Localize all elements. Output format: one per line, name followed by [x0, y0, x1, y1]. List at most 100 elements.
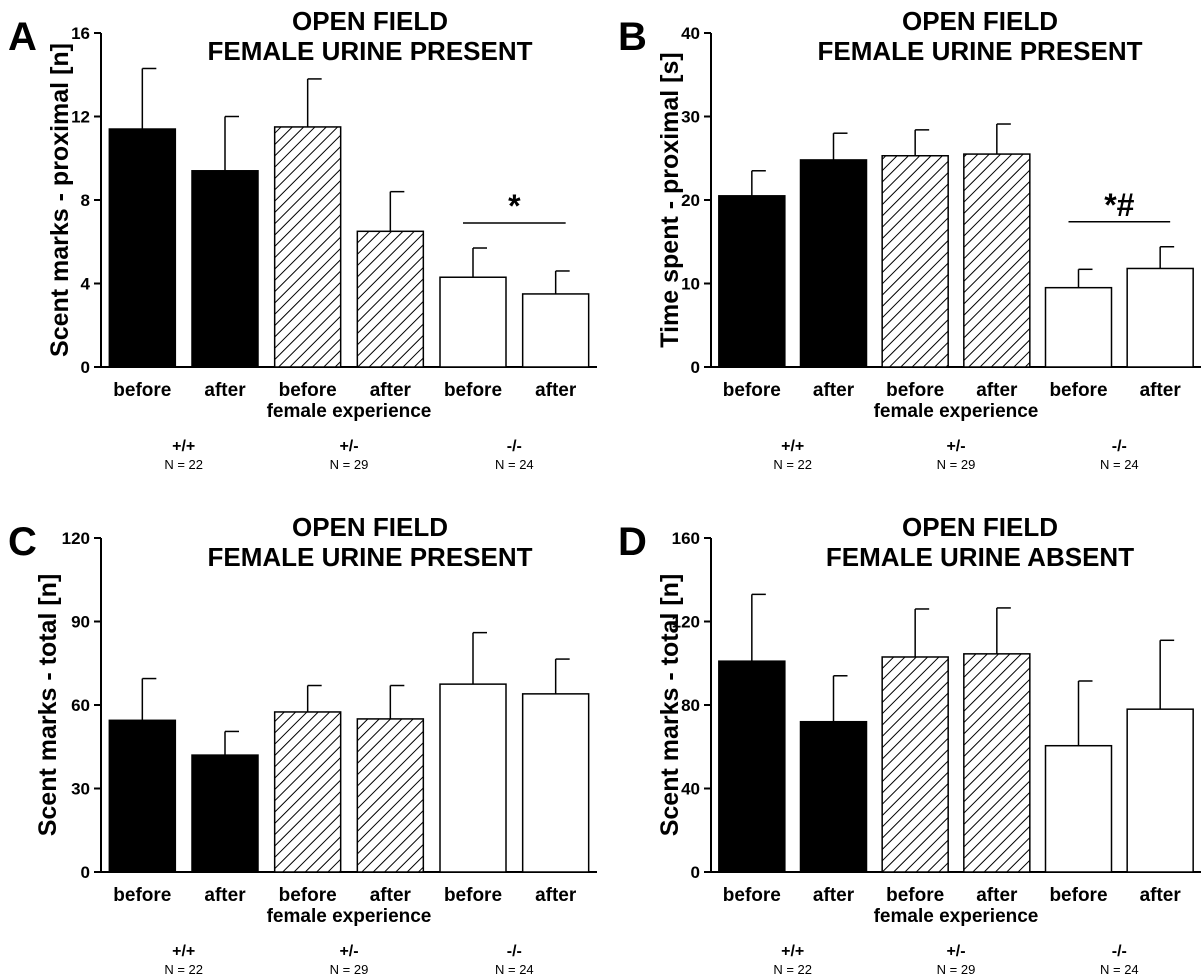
chart-title-line: FEMALE URINE PRESENT	[207, 542, 532, 572]
x-tick-label: before	[723, 885, 781, 906]
x-tick-label: before	[113, 885, 171, 906]
sample-size-label: N = 24	[1100, 457, 1139, 472]
x-tick-label: after	[976, 885, 1018, 906]
x-axis-label: female experience	[874, 906, 1039, 927]
sample-size-label: N = 22	[773, 962, 812, 977]
y-tick-label: 60	[71, 696, 90, 715]
genotype-label: +/-	[946, 943, 965, 960]
y-tick-label: 0	[691, 358, 700, 377]
x-tick-label: after	[204, 380, 246, 401]
y-tick-label: 12	[71, 108, 90, 127]
sample-size-label: N = 24	[495, 457, 534, 472]
panel-letter: A	[8, 15, 37, 59]
bar	[799, 720, 868, 873]
x-tick-label: after	[370, 885, 412, 906]
x-tick-label: before	[886, 380, 944, 401]
panel-letter: B	[618, 15, 647, 59]
panel-letter: D	[618, 520, 647, 564]
y-tick-label: 40	[681, 24, 700, 43]
genotype-label: -/-	[1112, 943, 1127, 960]
y-tick-label: 8	[81, 191, 90, 210]
y-axis-label: Time spent - proximal [s]	[656, 52, 684, 347]
genotype-label: +/+	[781, 438, 804, 455]
panel-letter: C	[8, 520, 37, 564]
bar	[799, 159, 868, 368]
x-tick-label: before	[279, 885, 337, 906]
bar	[718, 660, 786, 873]
bar	[273, 126, 342, 368]
x-tick-label: after	[535, 885, 577, 906]
bar	[191, 754, 259, 873]
y-tick-label: 10	[681, 275, 700, 294]
x-tick-label: after	[976, 380, 1018, 401]
sample-size-label: N = 24	[495, 962, 534, 977]
sample-size-label: N = 29	[937, 962, 976, 977]
y-tick-label: 0	[81, 863, 90, 882]
bar	[1044, 286, 1113, 368]
genotype-label: -/-	[507, 943, 522, 960]
y-tick-label: 160	[672, 529, 700, 548]
bar	[881, 656, 949, 873]
chart-title-line: FEMALE URINE PRESENT	[207, 36, 532, 66]
sample-size-label: N = 29	[330, 457, 369, 472]
y-axis-label: Scent marks - total [n]	[656, 574, 684, 837]
y-tick-label: 120	[62, 529, 90, 548]
y-tick-label: 80	[681, 696, 700, 715]
y-tick-label: 16	[71, 24, 90, 43]
x-tick-label: before	[886, 885, 944, 906]
y-tick-label: 30	[71, 780, 90, 799]
bar	[963, 153, 1031, 368]
chart-title-line: OPEN FIELD	[902, 6, 1058, 36]
bar	[439, 683, 507, 873]
y-tick-label: 0	[81, 358, 90, 377]
y-tick-label: 120	[672, 613, 700, 632]
bar	[718, 195, 786, 368]
bar	[521, 693, 590, 873]
bar	[881, 154, 949, 368]
sample-size-label: N = 29	[330, 962, 369, 977]
genotype-label: +/+	[781, 943, 804, 960]
y-axis-label: Scent marks - total [n]	[34, 574, 62, 837]
y-tick-label: 30	[681, 108, 700, 127]
bar	[191, 170, 259, 368]
chart-title-line: OPEN FIELD	[292, 512, 448, 542]
y-tick-label: 20	[681, 191, 700, 210]
y-tick-label: 90	[71, 613, 90, 632]
bar	[356, 718, 425, 873]
x-axis-label: female experience	[874, 401, 1039, 422]
chart-title-line: OPEN FIELD	[292, 6, 448, 36]
x-tick-label: after	[813, 380, 855, 401]
bar	[1126, 267, 1194, 368]
x-tick-label: after	[370, 380, 412, 401]
significance-marker: *#	[1104, 187, 1134, 223]
x-tick-label: after	[535, 380, 577, 401]
bar	[963, 653, 1031, 873]
sample-size-label: N = 22	[164, 962, 203, 977]
genotype-label: +/+	[172, 438, 195, 455]
chart-title-line: FEMALE URINE PRESENT	[817, 36, 1142, 66]
x-tick-label: before	[444, 380, 502, 401]
chart-title-line: FEMALE URINE ABSENT	[826, 542, 1134, 572]
y-tick-label: 40	[681, 780, 700, 799]
y-axis-label: Scent marks - proximal [n]	[46, 43, 74, 357]
sample-size-label: N = 29	[937, 457, 976, 472]
sample-size-label: N = 22	[164, 457, 203, 472]
genotype-label: +/-	[339, 943, 358, 960]
x-tick-label: before	[444, 885, 502, 906]
genotype-label: -/-	[507, 438, 522, 455]
x-tick-label: after	[813, 885, 855, 906]
significance-marker: *	[508, 188, 521, 224]
x-axis-label: female experience	[267, 401, 432, 422]
bar	[108, 719, 177, 873]
genotype-label: -/-	[1112, 438, 1127, 455]
bar	[521, 293, 590, 368]
x-tick-label: before	[113, 380, 171, 401]
bar	[1044, 744, 1113, 873]
bar	[273, 711, 342, 873]
chart-title-line: OPEN FIELD	[902, 512, 1058, 542]
